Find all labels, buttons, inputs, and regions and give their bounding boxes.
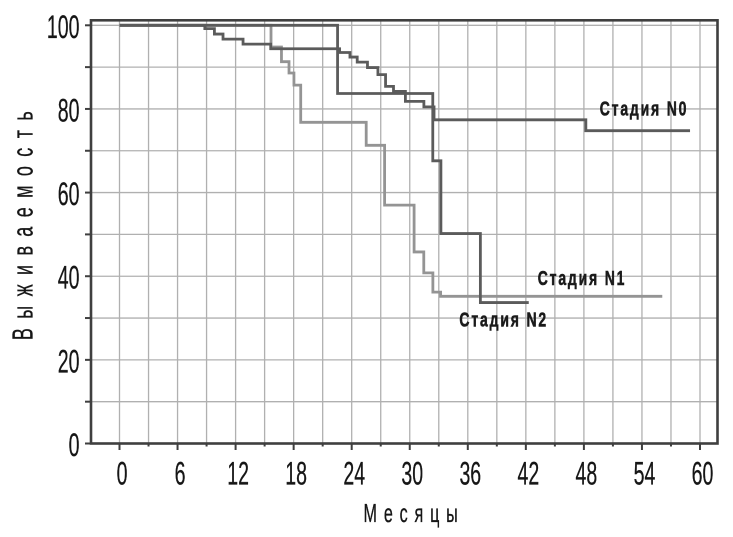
svg-text:20: 20	[58, 343, 80, 379]
svg-text:18: 18	[285, 455, 307, 491]
svg-text:0: 0	[69, 427, 80, 463]
svg-text:36: 36	[459, 455, 481, 491]
svg-text:6: 6	[175, 455, 186, 491]
svg-text:60: 60	[58, 176, 80, 212]
svg-text:54: 54	[634, 455, 656, 491]
svg-text:Стадия N2: Стадия N2	[459, 308, 548, 331]
svg-text:80: 80	[58, 92, 80, 128]
svg-text:Выживаемость: Выживаемость	[7, 102, 39, 340]
svg-text:42: 42	[517, 455, 539, 491]
svg-text:40: 40	[58, 260, 80, 296]
svg-text:12: 12	[227, 455, 249, 491]
svg-text:100: 100	[47, 9, 80, 45]
svg-text:48: 48	[576, 455, 598, 491]
svg-text:30: 30	[401, 455, 423, 491]
svg-text:60: 60	[692, 455, 714, 491]
svg-text:24: 24	[343, 455, 365, 491]
svg-text:0: 0	[117, 455, 128, 491]
svg-text:Стадия N0: Стадия N0	[600, 97, 689, 120]
svg-text:Месяцы: Месяцы	[363, 498, 464, 528]
svg-text:Стадия N1: Стадия N1	[538, 266, 627, 289]
